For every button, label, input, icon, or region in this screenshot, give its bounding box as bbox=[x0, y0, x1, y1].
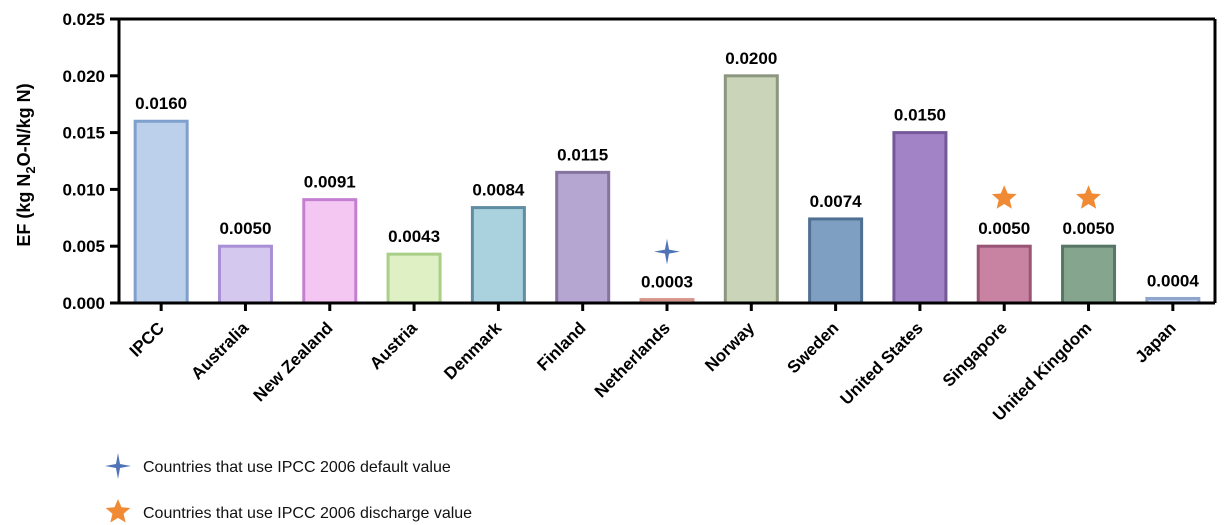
bar-markers bbox=[654, 185, 1101, 265]
x-tick-label: United States bbox=[836, 318, 926, 408]
x-tick-label: Netherlands bbox=[591, 318, 674, 401]
legend-label: Countries that use IPCC 2006 default val… bbox=[143, 459, 451, 476]
legend-blue-star-icon bbox=[105, 453, 131, 479]
bar-value-label: 0.0091 bbox=[304, 173, 356, 192]
x-tick-label: Norway bbox=[701, 318, 758, 375]
x-tick-label: IPCC bbox=[126, 318, 168, 360]
orange-star-marker bbox=[1076, 185, 1101, 209]
chart-frame bbox=[117, 17, 1217, 305]
x-tick-label: Austria bbox=[366, 318, 421, 373]
y-axis-title-part-2: O-N/kg N) bbox=[14, 83, 34, 166]
bar-denmark bbox=[470, 206, 526, 305]
blue-star-marker bbox=[654, 238, 680, 265]
x-tick-label: New Zealand bbox=[250, 318, 337, 405]
bar-value-label: 0.0074 bbox=[810, 192, 863, 211]
y-tick-label: 0.010 bbox=[62, 180, 105, 199]
x-tick-label: Finland bbox=[533, 318, 589, 374]
y-tick-label: 0.020 bbox=[62, 67, 105, 86]
y-tick-label: 0.015 bbox=[62, 124, 105, 143]
bar-value-label: 0.0003 bbox=[641, 273, 693, 292]
bar-value-label: 0.0004 bbox=[1147, 271, 1200, 290]
bar-australia bbox=[217, 244, 273, 305]
bar-value-label: 0.0050 bbox=[1063, 219, 1115, 238]
bar-value-label: 0.0200 bbox=[725, 49, 777, 68]
bar-value-label: 0.0043 bbox=[388, 227, 440, 246]
bar-sweden bbox=[808, 217, 864, 305]
bar-ipcc bbox=[133, 119, 189, 305]
legend: Countries that use IPCC 2006 default val… bbox=[105, 453, 472, 523]
bar-norway bbox=[723, 74, 779, 305]
x-tick-label: Sweden bbox=[784, 318, 843, 377]
x-tick-label: Japan bbox=[1131, 318, 1179, 366]
bar-value-label: 0.0050 bbox=[978, 219, 1030, 238]
bar-finland bbox=[555, 170, 611, 305]
y-axis-ticks: 0.000 0.005 0.010 0.015 0.020 0.025 bbox=[62, 10, 119, 313]
bar-value-label: 0.0115 bbox=[557, 145, 608, 164]
y-axis-title: EF (kg N2O-N/kg N) bbox=[14, 83, 38, 246]
orange-star-marker bbox=[991, 185, 1017, 209]
y-axis-title-part-1: EF (kg N bbox=[14, 174, 34, 247]
x-tick-label: Australia bbox=[187, 318, 252, 383]
bar-united-kingdom bbox=[1061, 244, 1117, 305]
bar-new-zealand bbox=[302, 198, 358, 305]
y-tick-label: 0.000 bbox=[62, 294, 105, 313]
value-labels: 0.0160 0.0050 0.0091 0.0043 0.0084 0.0115 0.00… bbox=[135, 49, 1199, 292]
bar-value-label: 0.0160 bbox=[135, 94, 187, 113]
bar-singapore bbox=[976, 244, 1032, 305]
y-tick-label: 0.025 bbox=[62, 10, 105, 29]
x-tick-label: Singapore bbox=[939, 318, 1011, 390]
y-axis-title-subscript: 2 bbox=[23, 166, 38, 173]
bar-value-label: 0.0050 bbox=[219, 219, 271, 238]
bar-austria bbox=[386, 252, 442, 305]
y-axis-title-text: EF (kg N2O-N/kg N) bbox=[14, 83, 38, 246]
x-tick-label: Denmark bbox=[440, 318, 505, 383]
legend-label: Countries that use IPCC 2006 discharge v… bbox=[143, 505, 472, 522]
legend-orange-star-icon bbox=[105, 499, 131, 523]
bar-value-label: 0.0084 bbox=[472, 181, 525, 200]
bar-value-label: 0.0150 bbox=[894, 106, 946, 125]
y-tick-label: 0.005 bbox=[62, 237, 105, 256]
bar-united-states bbox=[892, 131, 948, 305]
bar-series bbox=[133, 74, 1201, 305]
